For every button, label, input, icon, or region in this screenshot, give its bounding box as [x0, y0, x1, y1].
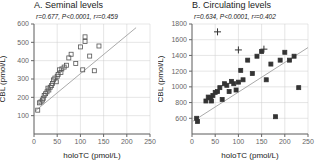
svg-text:100: 100 [17, 112, 29, 119]
svg-text:150: 150 [256, 138, 268, 145]
html-text:B. Circulating levels: B. Circulating levels [192, 0, 271, 10]
svg-text:1000: 1000 [171, 83, 187, 90]
svg-text:600: 600 [17, 20, 29, 27]
svg-text:0: 0 [190, 138, 194, 145]
svg-text:300: 300 [17, 75, 29, 82]
html-text:r=0.677, P<0.0001, r²=0.459: r=0.677, P<0.0001, r²=0.459 [36, 13, 118, 20]
svg-text:250: 250 [144, 138, 156, 145]
svg-text:400: 400 [17, 57, 29, 64]
svg-text:holoTC (pmol/L): holoTC (pmol/L) [63, 151, 121, 160]
svg-text:CBL (pmol/L): CBL (pmol/L) [158, 55, 165, 102]
svg-text:600: 600 [175, 115, 187, 122]
svg-text:200: 200 [121, 138, 133, 145]
svg-text:100: 100 [233, 138, 245, 145]
svg-text:1400: 1400 [171, 52, 187, 59]
html-text:r=0.634, P<0.0001, r²=0.402: r=0.634, P<0.0001, r²=0.402 [194, 13, 276, 20]
svg-text:100: 100 [75, 138, 87, 145]
svg-text:800: 800 [175, 99, 187, 106]
svg-text:500: 500 [17, 39, 29, 46]
html-text:A. Seminal levels: A. Seminal levels [34, 0, 103, 10]
svg-text:200: 200 [279, 138, 291, 145]
svg-text:holoTC (pmol/L): holoTC (pmol/L) [221, 151, 279, 160]
svg-text:250: 250 [302, 138, 314, 145]
svg-text:50: 50 [211, 138, 219, 145]
svg-text:1200: 1200 [171, 68, 187, 75]
svg-text:1600: 1600 [171, 36, 187, 43]
svg-text:150: 150 [98, 138, 110, 145]
svg-text:1800: 1800 [171, 20, 187, 27]
svg-text:0: 0 [32, 138, 36, 145]
svg-text:200: 200 [17, 94, 29, 101]
svg-text:50: 50 [53, 138, 61, 145]
svg-text:CBL (pmol/L): CBL (pmol/L) [0, 55, 7, 102]
